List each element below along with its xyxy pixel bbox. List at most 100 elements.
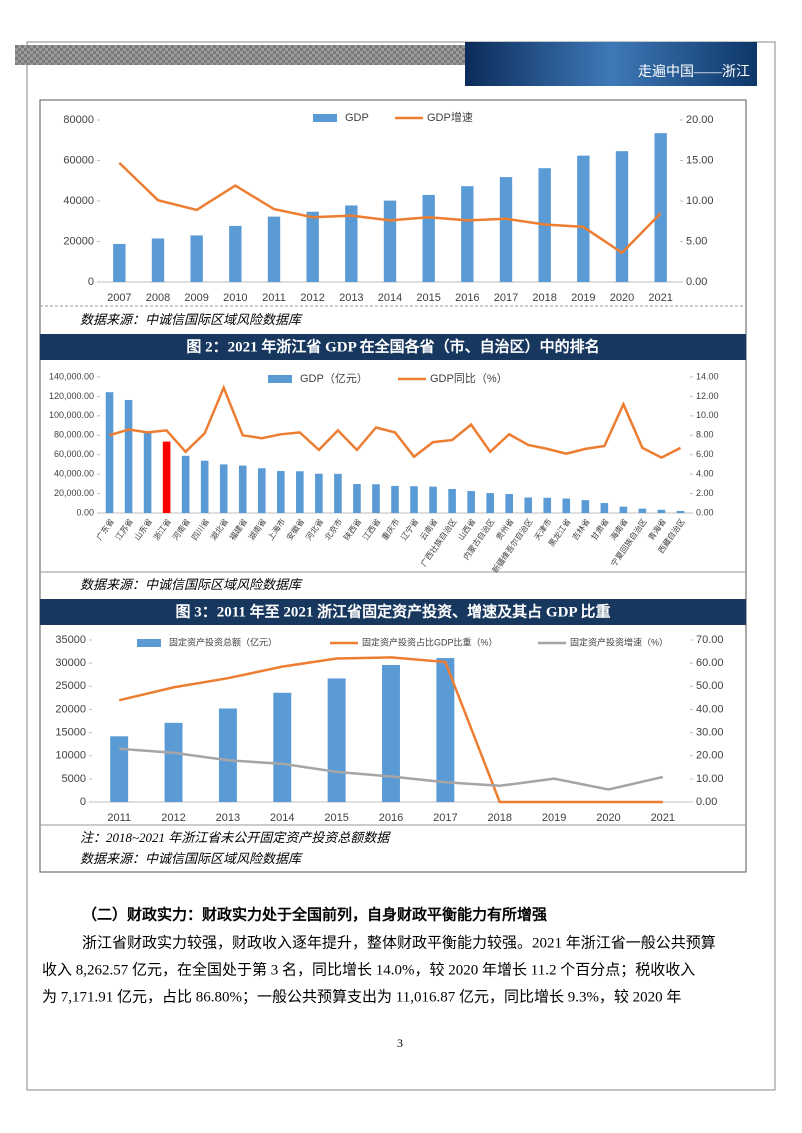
line-series [118, 161, 662, 255]
x-tick-label: 2013 [339, 292, 363, 304]
note: 注：2018~2021 年浙江省未公开固定资产投资总额数据 [80, 830, 391, 845]
legend-label: GDP增速 [427, 110, 473, 124]
header-strip [15, 45, 467, 65]
bar [273, 692, 292, 802]
bar [505, 493, 513, 513]
bar [499, 177, 513, 282]
tick-label: 20000 [55, 703, 86, 715]
tick-label: 80,000.00 [54, 430, 94, 440]
x-tick-label: 辽宁省 [398, 517, 420, 542]
bar [200, 460, 209, 513]
tick-label: 0.00 [696, 796, 717, 808]
tick-label: 60000 [63, 154, 94, 166]
line-series [118, 656, 663, 804]
legend-swatch [313, 114, 337, 122]
bar [151, 238, 165, 282]
tick-label: 40000 [63, 195, 94, 207]
bar [543, 497, 552, 513]
bar [467, 491, 475, 513]
legend-label: 固定资产投资占比GDP比重（%） [362, 636, 498, 647]
bar [676, 510, 685, 513]
tick-label: 5.00 [686, 235, 707, 247]
x-tick-label: 2019 [571, 292, 595, 304]
tick-label: 14.00 [696, 371, 719, 381]
x-tick-label: 2009 [184, 292, 208, 304]
x-tick-label: 河南省 [170, 517, 192, 542]
tick-label: 35000 [55, 634, 86, 646]
legend-swatch [137, 639, 161, 647]
bar [410, 486, 418, 513]
paragraph-line: 为 7,171.91 亿元，占比 86.80%；一般公共预算支出为 11,016… [42, 987, 681, 1005]
legend-label: GDP [345, 112, 369, 124]
tick-label: 0 [80, 796, 86, 808]
tick-label: 100,000.00 [49, 410, 94, 420]
bar [143, 432, 152, 513]
bar [422, 194, 435, 282]
bar [277, 471, 285, 513]
bar [524, 497, 533, 513]
x-tick-label: 甘肃省 [589, 517, 611, 542]
bar [105, 392, 114, 513]
bar [600, 503, 609, 513]
bar [181, 455, 190, 513]
tick-label: 20000 [63, 235, 94, 247]
x-tick-label: 2017 [433, 812, 457, 824]
x-tick-label: 四川省 [189, 517, 211, 542]
tick-label: 25000 [55, 680, 86, 692]
bar [448, 488, 456, 513]
x-tick-label: 2013 [216, 812, 240, 824]
caption-bar [40, 334, 746, 360]
line-series [109, 384, 682, 460]
legend-label: 固定资产投资总额（亿元） [169, 636, 277, 647]
bar [372, 484, 380, 513]
bar [306, 211, 319, 282]
tick-label: 2.00 [696, 488, 714, 498]
x-tick-label: 2015 [324, 812, 348, 824]
tick-label: 30.00 [696, 726, 724, 738]
x-tick-label: 2016 [455, 292, 479, 304]
bar [382, 664, 400, 802]
legend-label: GDP同比（%） [430, 372, 508, 385]
x-tick-label: 河北省 [303, 517, 325, 542]
bar [429, 486, 437, 513]
tick-label: 5000 [62, 773, 86, 785]
bar [619, 506, 628, 513]
tick-label: 70.00 [696, 634, 724, 646]
bar [654, 133, 667, 282]
page-border [26, 41, 776, 1091]
legend-label: 固定资产投资增速（%） [570, 636, 668, 647]
x-tick-label: 吉林省 [570, 517, 592, 542]
tick-label: 140,000.00 [49, 371, 94, 381]
bar [113, 243, 126, 282]
header-title: 走遍中国——浙江 [638, 64, 750, 80]
x-tick-label: 湖南省 [246, 517, 268, 542]
x-tick-label: 2014 [270, 812, 294, 824]
x-tick-label: 江西省 [360, 517, 382, 542]
source: 数据来源：中诚信国际区域风险数据库 [80, 851, 303, 866]
x-tick-label: 宁夏回族自治区 [608, 517, 648, 569]
bar [315, 473, 323, 513]
x-tick-label: 上海市 [265, 517, 287, 542]
bar [391, 485, 399, 513]
bar [638, 508, 647, 513]
x-tick-label: 2011 [262, 292, 286, 304]
x-tick-label: 2018 [487, 812, 511, 824]
bar [486, 493, 494, 513]
tick-label: 8.00 [696, 430, 714, 440]
x-tick-label: 2021 [651, 812, 675, 824]
x-tick-label: 陕西省 [341, 517, 363, 542]
tick-label: 6.00 [696, 449, 714, 459]
bar [162, 441, 171, 513]
figure-caption: 图 3：2011 年至 2021 浙江省固定资产投资、增速及其占 GDP 比重 [175, 602, 610, 620]
bar [257, 468, 266, 513]
x-tick-label: 2020 [610, 292, 634, 304]
figure-box [39, 99, 747, 873]
tick-label: 60.00 [696, 657, 724, 669]
bar [229, 225, 242, 282]
x-tick-label: 2019 [542, 812, 566, 824]
tick-label: 20,000.00 [54, 488, 94, 498]
paragraph-line: 浙江省财政实力较强，财政收入逐年提升，整体财政平衡能力较强。2021 年浙江省一… [82, 933, 716, 951]
tick-label: 0.00 [76, 507, 94, 517]
x-tick-label: 2015 [416, 292, 440, 304]
